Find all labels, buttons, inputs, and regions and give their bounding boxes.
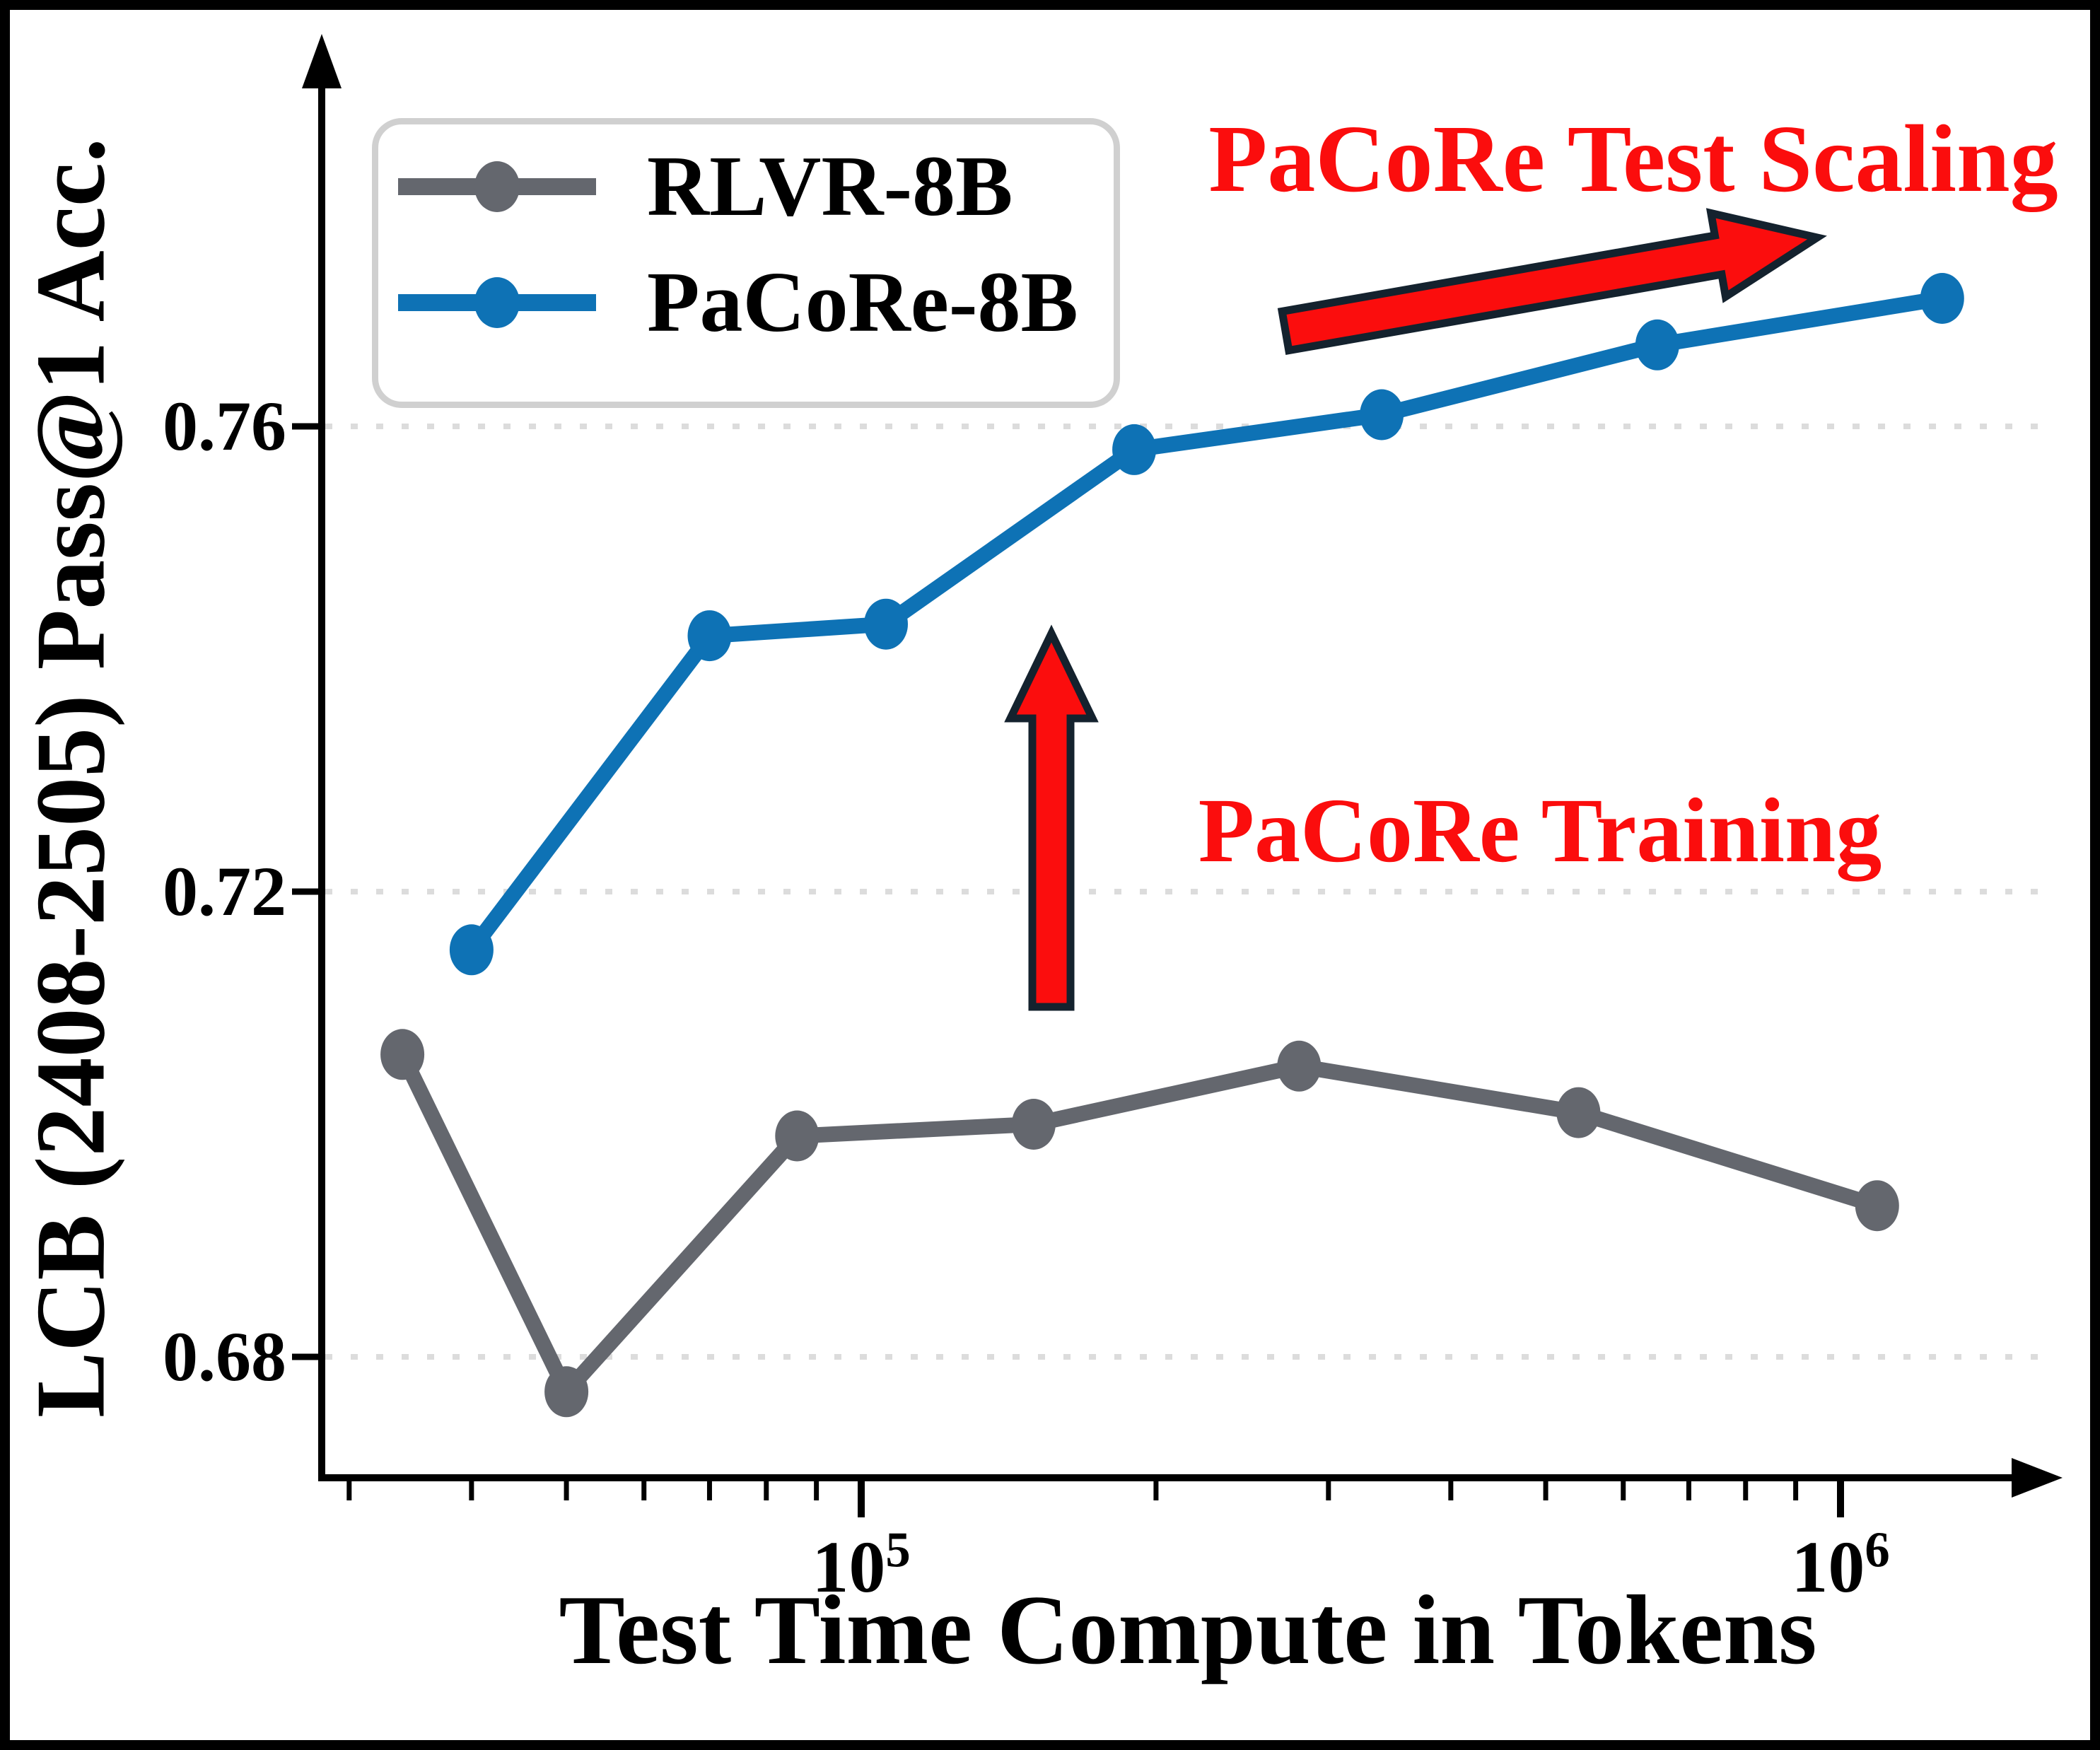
test-scaling-arrow-icon xyxy=(1277,208,1827,355)
annotation-test-scaling: PaCoRe Test Scaling xyxy=(1208,106,2058,212)
series-line-RLVR-8B xyxy=(395,1046,1885,1400)
legend-label-rlvr: RLVR-8B xyxy=(647,139,1013,234)
y-tick-label: 0.72 xyxy=(163,852,286,931)
y-axis-arrow-icon xyxy=(302,34,342,88)
legend: RLVR-8B PaCoRe-8B xyxy=(372,118,1120,408)
legend-marker-icon xyxy=(474,161,520,212)
legend-label-pacore: PaCoRe-8B xyxy=(647,255,1078,350)
x-tick-label: 105 xyxy=(812,1522,911,1608)
data-point xyxy=(775,1110,819,1162)
data-point xyxy=(1855,1180,1899,1232)
data-point xyxy=(544,1366,589,1418)
data-point xyxy=(1360,389,1404,441)
data-point xyxy=(864,598,908,650)
data-point xyxy=(1277,1040,1322,1092)
data-point xyxy=(380,1029,425,1080)
x-axis-arrow-icon xyxy=(2012,1458,2063,1498)
data-point xyxy=(1011,1099,1056,1150)
x-axis-label: Test Time Compute in Tokens xyxy=(559,1575,1817,1685)
legend-line-sample-pacore xyxy=(398,246,596,359)
annotation-training: PaCoRe Training xyxy=(1198,780,1882,882)
data-point xyxy=(687,610,732,662)
legend-line-sample-rlvr xyxy=(398,130,596,243)
data-point xyxy=(1920,273,1964,324)
data-point xyxy=(449,924,494,976)
legend-item-pacore: PaCoRe-8B xyxy=(398,246,1091,359)
y-axis-label: LCB (2408-2505) Pass@1 Acc. xyxy=(16,137,126,1418)
x-tick-label: 106 xyxy=(1791,1522,1890,1608)
y-tick-label: 0.76 xyxy=(163,387,286,465)
training-arrow-icon xyxy=(1004,624,1099,1011)
legend-marker-icon xyxy=(474,277,520,328)
legend-item-rlvr: RLVR-8B xyxy=(398,130,1091,243)
data-point xyxy=(1112,424,1157,475)
data-point xyxy=(1556,1087,1601,1138)
data-point xyxy=(1635,319,1679,371)
y-tick-label: 0.68 xyxy=(163,1317,286,1396)
